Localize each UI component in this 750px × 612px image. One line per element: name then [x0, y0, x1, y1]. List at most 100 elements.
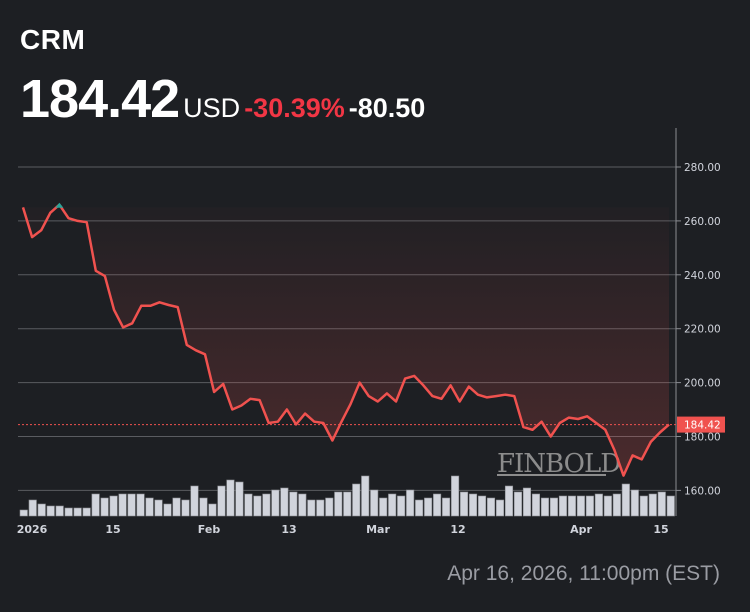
volume-bar — [567, 495, 576, 517]
current-price: 184.42 — [20, 69, 180, 129]
currency-label: USD — [183, 93, 241, 123]
price-row: 184.42 USD -30.39% -80.50 — [20, 68, 425, 130]
peak-marker-icon — [55, 202, 64, 208]
last-price-badge: 184.42 — [677, 416, 725, 433]
volume-bar — [630, 489, 639, 517]
volume-bar — [531, 493, 541, 517]
badge-label: 184.42 — [684, 420, 721, 432]
volume-bar — [352, 483, 361, 517]
y-tick-label: 240.00 — [684, 270, 721, 282]
volume-bar — [91, 493, 100, 517]
volume-bar — [253, 495, 262, 517]
volume-bar — [28, 499, 37, 517]
volume-bars — [19, 475, 675, 517]
volume-bar — [639, 495, 648, 517]
volume-bar — [334, 491, 343, 517]
volume-bar — [298, 493, 307, 517]
volume-bar — [406, 489, 415, 517]
volume-bar — [585, 495, 594, 517]
x-axis: 2026 15 Feb 13 Mar 12 Apr 15 — [17, 523, 669, 536]
volume-bar — [442, 497, 451, 517]
volume-bar — [388, 493, 397, 517]
volume-bar — [100, 497, 109, 517]
volume-bar — [424, 497, 433, 517]
volume-bar — [504, 485, 514, 517]
volume-bar — [145, 497, 154, 517]
ticker-symbol: CRM — [20, 24, 86, 55]
y-tick-label: 220.00 — [684, 324, 721, 336]
y-tick-label: 200.00 — [684, 378, 721, 390]
volume-bar — [594, 493, 603, 517]
change-absolute: -80.50 — [348, 93, 426, 123]
volume-bar — [55, 505, 64, 517]
x-tick-label: Mar — [366, 523, 390, 536]
volume-bar — [127, 493, 136, 517]
volume-bar — [558, 495, 567, 517]
volume-bar — [495, 499, 505, 517]
volume-bar — [217, 485, 226, 517]
volume-bar — [621, 483, 630, 517]
volume-bar — [136, 493, 145, 517]
volume-bar — [657, 491, 666, 517]
volume-bar — [370, 489, 379, 517]
volume-bar — [469, 493, 478, 517]
volume-bar — [118, 493, 127, 517]
volume-bar — [379, 497, 388, 517]
x-tick-label: 2026 — [17, 523, 48, 536]
volume-bar — [154, 499, 163, 517]
volume-bar — [181, 499, 190, 517]
timestamp: Apr 16, 2026, 11:00pm (EST) — [447, 562, 720, 585]
volume-bar — [163, 503, 172, 517]
volume-bar — [208, 503, 217, 517]
volume-bar — [460, 491, 469, 517]
volume-bar — [262, 493, 271, 517]
price-area-fill — [23, 207, 669, 476]
volume-bar — [190, 485, 199, 517]
price-line — [21, 203, 670, 477]
volume-bar — [73, 507, 82, 517]
volume-bar — [82, 507, 91, 517]
volume-bar — [361, 475, 370, 517]
volume-bar — [307, 499, 316, 517]
y-tick-label: 280.00 — [684, 162, 721, 174]
volume-bar — [478, 495, 487, 517]
volume-bar — [235, 481, 244, 517]
x-tick-label: 12 — [450, 523, 465, 536]
badge-bg — [677, 416, 725, 433]
volume-bar — [226, 479, 235, 517]
volume-bar — [172, 497, 181, 517]
volume-bar — [316, 499, 325, 517]
volume-bar — [603, 495, 612, 517]
y-tick-label: 180.00 — [684, 432, 721, 444]
x-tick-label: 13 — [281, 523, 296, 536]
x-tick-label: Apr — [570, 523, 592, 536]
volume-bar — [46, 505, 55, 517]
volume-bar — [612, 493, 621, 517]
x-tick-label: Feb — [198, 523, 221, 536]
volume-bar — [648, 493, 657, 517]
volume-bar — [397, 495, 406, 517]
volume-bar — [433, 493, 442, 517]
y-tick-label: 260.00 — [684, 216, 721, 228]
volume-bar — [522, 487, 532, 517]
volume-bar — [576, 495, 585, 517]
volume-bar — [451, 475, 460, 517]
volume-bar — [37, 503, 46, 517]
volume-bar — [415, 499, 424, 517]
change-percent: -30.39% — [244, 93, 345, 123]
volume-bar — [64, 507, 73, 517]
volume-bar — [666, 495, 675, 517]
x-tick-label: 15 — [653, 523, 668, 536]
volume-bar — [19, 509, 28, 517]
volume-bar — [280, 487, 289, 517]
volume-bar — [109, 495, 118, 517]
volume-bar — [343, 491, 352, 517]
volume-bar — [549, 497, 558, 517]
volume-bar — [540, 497, 549, 517]
volume-bar — [271, 489, 280, 517]
volume-bar — [289, 491, 298, 517]
x-tick-label: 15 — [105, 523, 120, 536]
y-tick-label: 160.00 — [684, 485, 721, 497]
volume-bar — [513, 491, 523, 517]
